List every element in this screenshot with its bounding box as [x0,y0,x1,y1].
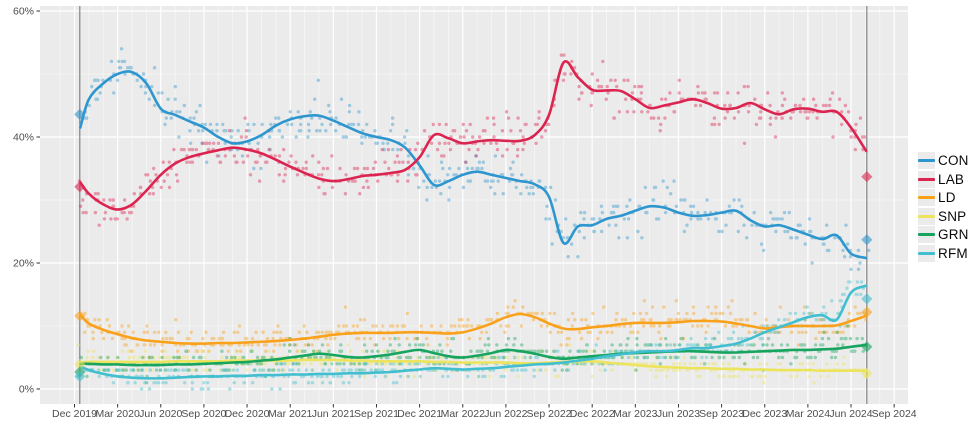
legend-item-lab: LAB [918,170,969,188]
gridlines-major [40,6,908,404]
scatter-ld [83,299,868,360]
election-result-rfm [74,370,86,382]
con-line-swatch [918,159,935,162]
x-tick-label: Dec 2019 [52,408,97,420]
election-result-rfm [861,293,873,305]
x-tick-label: Jun 2022 [484,408,527,420]
gridlines-minor [40,6,908,404]
y-tick-label: 40% [13,132,34,144]
x-tick-label: Jun 2020 [139,408,182,420]
x-tick-label: Dec 2021 [397,408,442,420]
scatter-con [82,47,871,271]
legend-item-snp: SNP [918,207,969,225]
x-tick-label: Jun 2024 [829,408,872,420]
election-result-lab [74,181,86,193]
legend-label-rfm: RFM [938,245,968,261]
x-tick-label: Mar 2020 [95,408,140,420]
x-tick-label: Dec 2023 [742,408,787,420]
legend-label-grn: GRN [938,227,969,243]
legend-label-lab: LAB [938,171,965,187]
election-result-ld [74,310,86,322]
rfm-line-swatch [918,251,935,255]
legend-label-con: CON [938,153,969,168]
election-result-markers [74,108,873,382]
legend-item-grn: GRN [918,226,969,244]
x-tick-label: Sep 2022 [527,408,572,420]
y-tick-label: 20% [13,258,34,270]
trend-line-lab [79,60,868,211]
x-tick-label: Sep 2021 [354,408,399,420]
ld-line-swatch [918,196,935,200]
x-tick-label: Mar 2023 [613,408,658,420]
election-result-ld [861,306,873,318]
x-tick-label: Sep 2024 [872,408,917,420]
legend-label-ld: LD [938,190,956,206]
x-tick-label: Jun 2023 [657,408,700,420]
election-result-grn [861,341,873,353]
x-tick-label: Sep 2020 [181,408,226,420]
x-tick-label: Mar 2021 [268,408,313,420]
election-result-con [861,234,873,246]
legend-item-ld: LD [918,189,969,207]
trend-line-rfm [79,284,868,380]
election-result-snp [74,358,86,371]
trend-line-ld [79,312,868,345]
trend-line-grn [79,343,868,367]
x-tick-label: Dec 2020 [225,408,270,420]
grn-line-swatch [918,233,935,237]
x-tick-label: Sep 2023 [699,408,744,420]
legend-key-grn [918,226,935,244]
legend-item-rfm: RFM [918,244,969,262]
legend-label-snp: SNP [938,208,967,224]
x-tick-label: Mar 2024 [786,408,831,420]
plot-panel [40,6,908,404]
election-result-lab [861,171,873,183]
legend-key-ld [918,189,935,207]
legend-item-con: CON [918,152,969,169]
election-date-lines [79,6,868,404]
lab-line-swatch [918,177,935,181]
election-result-snp [861,367,873,379]
x-tick-label: Jun 2021 [312,408,355,420]
legend-key-snp [918,207,935,225]
x-tick-label: Mar 2022 [441,408,486,420]
snp-line-swatch [918,214,935,218]
y-tick-label: 0% [19,384,34,396]
legend-key-lab [918,170,935,188]
y-tick-label: 60% [13,6,34,18]
election-result-con [74,108,86,120]
legend-key-rfm [918,244,935,262]
x-tick-label: Dec 2022 [570,408,615,420]
trend-line-snp [79,358,868,373]
legend: CON LAB LD SNP GRN RFM [918,152,969,264]
trend-lines [79,60,868,380]
legend-key-con [918,152,935,169]
trend-line-con [79,70,868,260]
